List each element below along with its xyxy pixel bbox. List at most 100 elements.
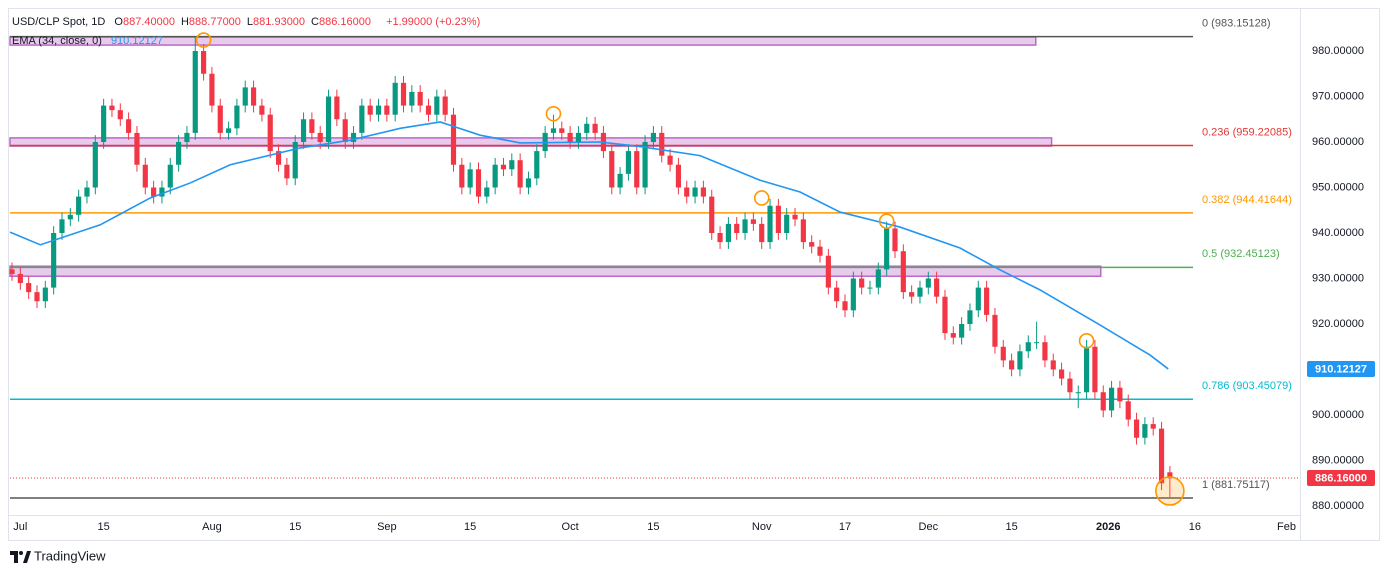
candle-body — [709, 196, 715, 233]
candle-body — [992, 314, 998, 347]
x-tick-label: Jul — [13, 521, 27, 533]
candle-body — [367, 105, 373, 115]
candle-body — [417, 91, 423, 106]
candle-body — [209, 73, 215, 106]
candle-body — [550, 128, 557, 133]
candle-body — [509, 160, 515, 170]
candle-body — [734, 223, 740, 233]
candle-body — [126, 119, 132, 133]
candle-body — [167, 164, 173, 188]
change: +1.99000 (+0.23%) — [386, 16, 481, 28]
candle-body — [534, 151, 540, 179]
x-tick-label: 15 — [647, 521, 659, 533]
candle-body — [650, 132, 656, 142]
candle-body — [467, 169, 473, 188]
highlight-marker — [1078, 333, 1095, 349]
y-tick-label: 960.00000 — [1312, 136, 1364, 148]
ema-badge-label: 910.12127 — [1315, 363, 1367, 375]
candle-body — [409, 91, 415, 106]
candle-body — [1034, 342, 1040, 344]
candle-body — [667, 155, 673, 165]
last-price-badge-label: 886.16000 — [1315, 472, 1367, 484]
highlight-marker — [753, 190, 770, 206]
candle-body — [1158, 428, 1165, 484]
branding: TradingView — [34, 548, 106, 563]
candle-body — [176, 141, 182, 165]
candle-body — [1100, 392, 1106, 411]
candle-body — [442, 96, 448, 115]
candle-body — [1133, 419, 1140, 438]
candle-body — [850, 278, 856, 311]
candle-body — [142, 164, 148, 188]
y-tick-label: 930.00000 — [1312, 272, 1364, 284]
candle-body — [225, 128, 232, 133]
candle-body — [1050, 360, 1056, 370]
candle-body — [809, 242, 815, 247]
ema-name: EMA (34, close, 0) — [12, 35, 102, 47]
candle-body — [775, 205, 781, 233]
candle-body — [117, 110, 123, 120]
candle-body — [617, 173, 623, 188]
candle-body — [675, 164, 681, 188]
candle-body — [67, 214, 73, 220]
candle-body — [500, 164, 507, 170]
x-tick-label: 15 — [289, 521, 301, 533]
candle-body — [859, 278, 865, 288]
candle-body — [309, 119, 315, 133]
candle-body — [234, 105, 240, 129]
candle-body — [425, 105, 432, 115]
candle-body — [767, 205, 773, 243]
candle-body — [51, 232, 57, 288]
y-tick-label: 970.00000 — [1312, 90, 1364, 102]
candle-body — [134, 132, 140, 165]
candle-body — [259, 105, 265, 115]
candle-body — [459, 164, 465, 188]
candle-body — [525, 178, 532, 188]
candle-body — [342, 119, 348, 142]
candle-body — [1067, 378, 1073, 393]
candle-body — [1084, 346, 1090, 393]
candle-body — [984, 287, 990, 315]
fib-label: 0.5 (932.45123) — [1202, 248, 1280, 260]
candle-body — [1042, 342, 1048, 361]
candle-body — [700, 187, 706, 197]
candle-body — [59, 219, 65, 233]
candle-body — [101, 105, 107, 142]
candle-body — [692, 187, 698, 197]
x-tick-label: 2026 — [1096, 521, 1120, 533]
ohlc-value: 881.93000 — [253, 16, 306, 28]
candle-body — [684, 187, 690, 197]
ema-line — [9, 121, 1169, 370]
candle-body — [267, 114, 273, 152]
candle-body — [392, 82, 398, 115]
candle-body — [925, 278, 931, 288]
candle-body — [1150, 424, 1156, 429]
candle-body — [867, 287, 873, 289]
fib-label: 0.382 (944.41644) — [1202, 194, 1292, 206]
candle-body — [975, 287, 981, 311]
candle-body — [384, 105, 390, 115]
candle-body — [625, 151, 632, 174]
ohlc: O887.40000 H888.77000 L881.93000 C886.16000 — [114, 16, 377, 28]
candle-body — [1025, 342, 1031, 352]
candle-body — [842, 301, 848, 311]
highlight-marker — [195, 32, 212, 48]
candle-body — [892, 228, 898, 252]
x-tick-label: Nov — [752, 521, 772, 533]
candle-body — [950, 333, 956, 338]
x-tick-label: 17 — [839, 521, 851, 533]
candle-body — [884, 228, 890, 270]
candle-body — [825, 255, 831, 288]
tradingview-logo — [10, 551, 31, 563]
candle-body — [575, 132, 582, 142]
symbol-legend: USD/CLP Spot, 1D O887.40000 H888.77000 L88… — [12, 16, 486, 28]
fib-label: 1 (881.75117) — [1202, 479, 1270, 491]
candle-body — [192, 50, 198, 133]
candle-body — [517, 160, 523, 188]
ohlc-label: L — [246, 16, 254, 28]
candle-body — [300, 119, 307, 142]
candle-body — [659, 132, 665, 156]
symbol: USD/CLP Spot, 1D — [12, 16, 106, 28]
candle-body — [584, 123, 590, 133]
